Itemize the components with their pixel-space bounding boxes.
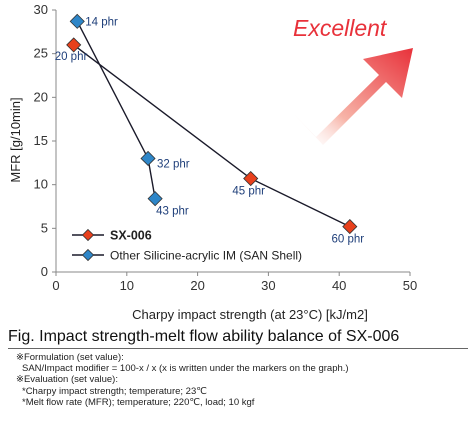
series-line [76,21,156,199]
legend: SX-006 Other Silicine-acrylic IM (SAN She… [72,229,302,263]
y-tick-label: 10 [34,177,48,192]
y-tick-label: 30 [34,2,48,17]
caption-divider [8,348,468,349]
series-line [73,44,351,228]
y-tick-label: 15 [34,133,48,148]
data-label: 32 phr [157,158,190,170]
annotation-excellent: Excellent [293,15,388,41]
data-label: 20 phr [55,51,88,63]
x-tick-label: 10 [120,278,134,293]
data-label: 60 phr [332,234,365,246]
markers [66,13,358,235]
note-line: *Melt flow rate (MFR); temperature; 220℃… [22,396,255,408]
y-tick-label: 5 [41,220,48,235]
legend-marker [81,248,95,262]
excellent-arrow-icon [293,48,413,145]
y-tick-label: 25 [34,46,48,61]
y-axis-label: MFR [g/10min] [8,97,23,182]
y-tick-label: 0 [41,264,48,279]
data-point [342,219,358,235]
legend-entry: Other Silicine-acrylic IM (SAN Shell) [110,249,302,263]
x-tick-label: 50 [403,278,417,293]
note-line: SAN/Impact modifier = 100-x / x (x is wr… [22,363,349,375]
data-label: 45 phr [232,186,265,198]
x-tick-label: 0 [52,278,59,293]
data-point [69,13,85,29]
note-line: ※Formulation (set value): [16,352,124,363]
point-labels: 20 phr 45 phr 60 phr 14 phr 32 phr 43 phr [55,16,365,245]
series-lines [73,21,351,228]
data-point [147,191,163,207]
data-point [66,37,82,53]
chart: Excellent 0 5 10 15 20 25 30 0 10 20 30 40 50 20 phr… [8,2,418,322]
data-point [140,150,156,167]
note-line: *Charpy impact strength; temperature; 23… [22,385,207,397]
notes: ※Formulation (set value): SAN/Impact mod… [16,352,349,408]
legend-entry: SX-006 [110,229,152,243]
x-tick-label: 30 [261,278,275,293]
axes: 0 5 10 15 20 25 30 0 10 20 30 40 50 [34,2,418,293]
figure-caption: Fig. Impact strength-melt flow ability b… [8,328,400,345]
note-line: ※Evaluation (set value): [16,374,118,386]
data-point [243,170,259,187]
x-tick-label: 40 [332,278,346,293]
x-tick-label: 20 [190,278,204,293]
legend-marker [81,228,95,242]
data-label: 43 phr [156,206,189,218]
y-tick-label: 20 [34,89,48,104]
data-label: 14 phr [85,16,118,28]
x-axis-label: Charpy impact strength (at 23°C) [kJ/m2] [132,307,368,322]
